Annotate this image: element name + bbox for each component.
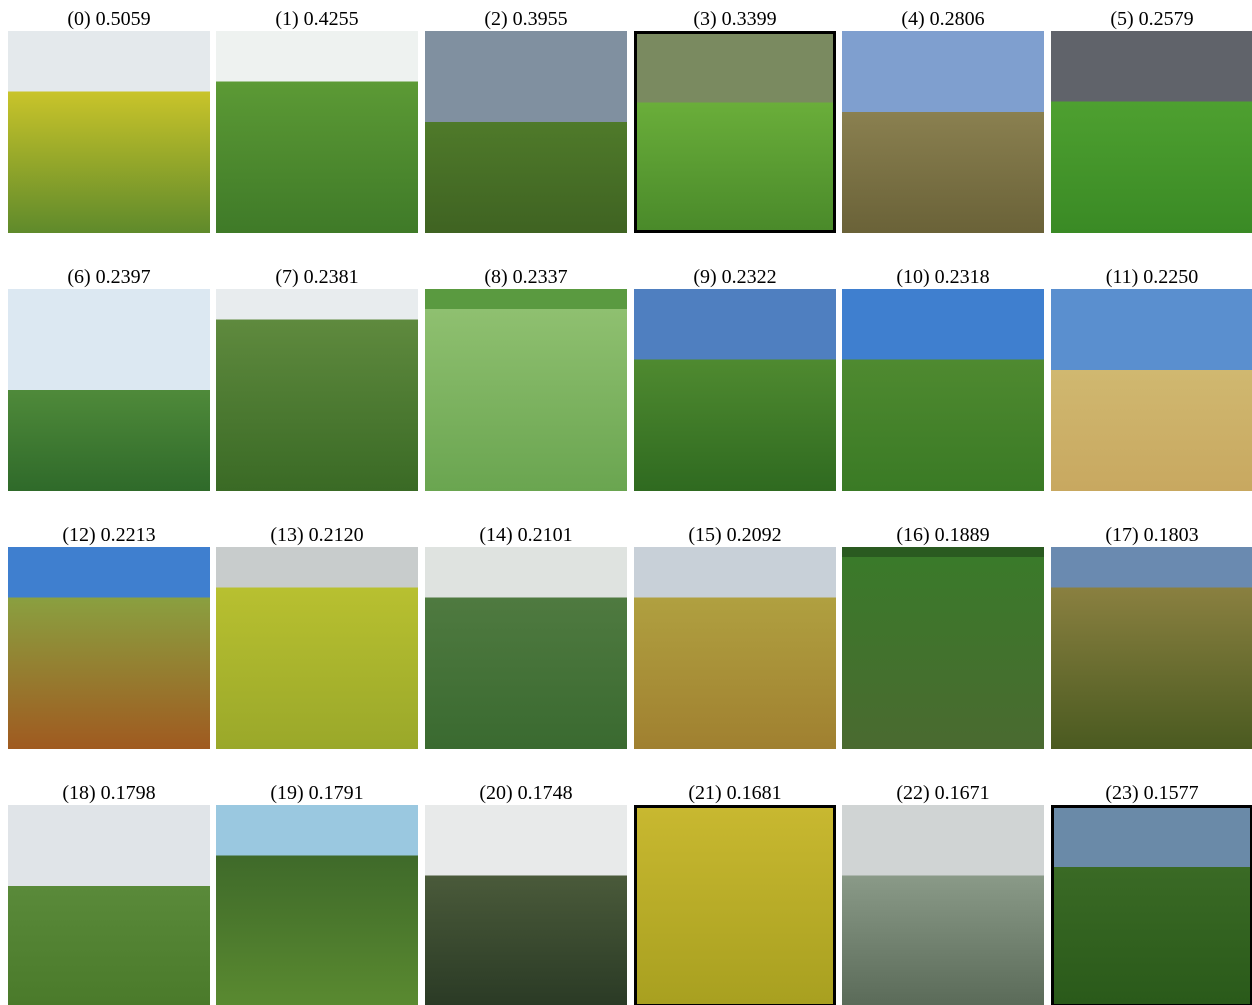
image-caption: (6) 0.2397 (0, 266, 219, 288)
image-caption: (1) 0.4255 (207, 8, 427, 30)
image-caption: (11) 0.2250 (1042, 266, 1252, 288)
result-image (842, 31, 1044, 233)
result-image (216, 547, 418, 749)
image-caption: (2) 0.3955 (416, 8, 636, 30)
result-image (8, 547, 210, 749)
image-caption: (3) 0.3399 (625, 8, 845, 30)
image-caption: (22) 0.1671 (833, 782, 1053, 804)
image-caption: (18) 0.1798 (0, 782, 219, 804)
image-caption: (13) 0.2120 (207, 524, 427, 546)
image-caption: (20) 0.1748 (416, 782, 636, 804)
result-image (1051, 289, 1252, 491)
result-image (634, 31, 836, 233)
result-image (425, 289, 627, 491)
image-caption: (15) 0.2092 (625, 524, 845, 546)
image-caption: (14) 0.2101 (416, 524, 636, 546)
result-image (842, 805, 1044, 1005)
image-caption: (4) 0.2806 (833, 8, 1053, 30)
result-image (1051, 31, 1252, 233)
result-image (425, 547, 627, 749)
image-caption: (17) 0.1803 (1042, 524, 1252, 546)
image-caption: (12) 0.2213 (0, 524, 219, 546)
image-caption: (19) 0.1791 (207, 782, 427, 804)
result-image (634, 289, 836, 491)
result-image (842, 547, 1044, 749)
image-caption: (7) 0.2381 (207, 266, 427, 288)
result-image (8, 289, 210, 491)
image-caption: (10) 0.2318 (833, 266, 1053, 288)
result-image (216, 805, 418, 1005)
image-caption: (8) 0.2337 (416, 266, 636, 288)
image-caption: (0) 0.5059 (0, 8, 219, 30)
image-caption: (16) 0.1889 (833, 524, 1053, 546)
result-image (1051, 547, 1252, 749)
result-image (842, 289, 1044, 491)
result-image (634, 547, 836, 749)
result-image (425, 31, 627, 233)
image-caption: (23) 0.1577 (1042, 782, 1252, 804)
image-caption: (9) 0.2322 (625, 266, 845, 288)
result-image (1051, 805, 1252, 1005)
result-image (8, 31, 210, 233)
result-image (425, 805, 627, 1005)
image-caption: (5) 0.2579 (1042, 8, 1252, 30)
result-image (216, 289, 418, 491)
image-caption: (21) 0.1681 (625, 782, 845, 804)
result-image (8, 805, 210, 1005)
result-image (634, 805, 836, 1005)
result-image (216, 31, 418, 233)
results-grid: (0) 0.5059(1) 0.4255(2) 0.3955(3) 0.3399… (0, 0, 1252, 1005)
